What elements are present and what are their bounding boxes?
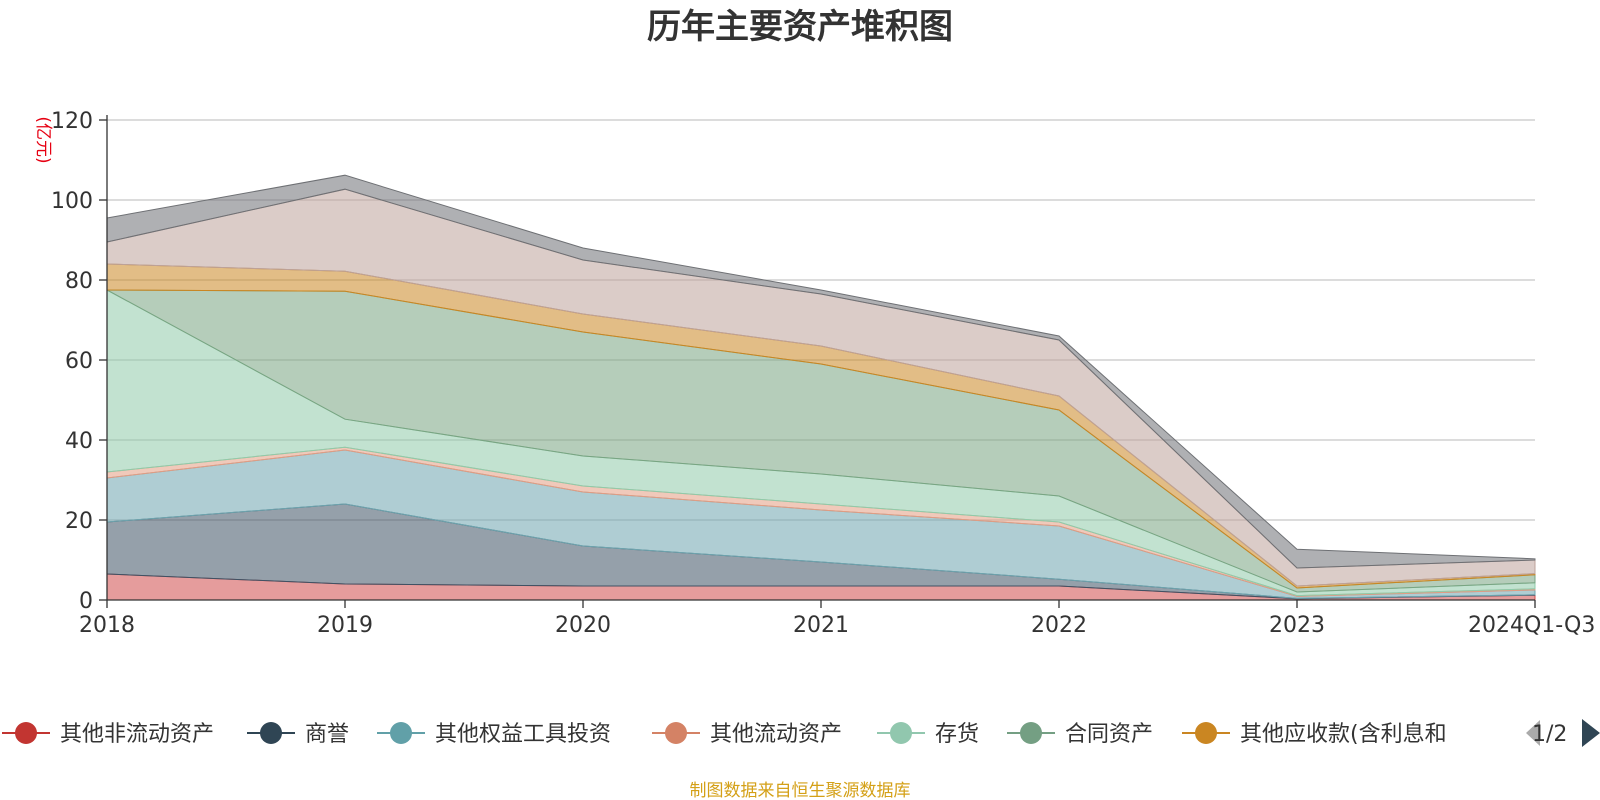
y-tick-label: 80 [65,269,93,294]
legend-item[interactable]: 存货 [877,722,979,747]
legend-item[interactable]: 其他流动资产 [652,722,842,747]
legend-marker-icon [390,722,412,744]
legend-marker-icon [1020,722,1042,744]
legend-marker-icon [665,722,687,744]
legend-prev-page-icon[interactable] [1526,720,1540,746]
y-tick-label: 0 [79,589,93,614]
legend-item[interactable]: 其他应收款(含利息和 [1182,722,1447,747]
legend-marker-icon [1195,722,1217,744]
data-source-note: 制图数据来自恒生聚源数据库 [690,781,911,800]
legend-label: 其他应收款(含利息和 [1240,722,1447,747]
y-tick-label: 120 [51,109,93,134]
y-tick-label: 100 [51,189,93,214]
legend-item[interactable]: 其他权益工具投资 [377,722,611,747]
x-tick-label: 2021 [793,613,849,638]
x-tick-label: 2019 [317,613,373,638]
legend: 其他非流动资产 商誉 其他权益工具投资 其他流动资产 存货 合同资产 其他应收款(含利息和 1… [2,719,1600,747]
legend-label: 其他权益工具投资 [435,722,611,747]
legend-item[interactable]: 合同资产 [1007,722,1153,747]
area-series-货币资金 [106,174,1536,569]
legend-next-page-icon[interactable] [1582,719,1600,747]
legend-label: 合同资产 [1065,722,1153,747]
legend-label: 其他流动资产 [710,722,842,747]
x-tick-label: 2018 [79,613,135,638]
legend-label: 存货 [935,722,979,747]
chart-title: 历年主要资产堆积图 [647,7,953,47]
area-series [106,174,1536,601]
legend-item[interactable]: 其他非流动资产 [2,722,214,747]
legend-page-indicator: 1/2 [1532,722,1567,747]
y-tick-label: 60 [65,349,93,374]
x-tick-label: 2023 [1269,613,1325,638]
x-tick-label: 2022 [1031,613,1087,638]
x-tick-label: 2020 [555,613,611,638]
legend-marker-icon [260,722,282,744]
y-tick-label: 20 [65,509,93,534]
x-tick-label: 2024Q1-Q3 [1468,613,1595,638]
y-tick-label: 40 [65,429,93,454]
legend-marker-icon [890,722,912,744]
legend-label: 商誉 [305,722,349,747]
legend-item[interactable]: 商誉 [247,722,349,747]
legend-marker-icon [15,722,37,744]
axes: 0 20 40 60 80 100 120 2018 2019 2020 2021 2022 2023 2… [51,109,1595,638]
legend-label: 其他非流动资产 [60,722,214,747]
y-axis-unit: (亿元) [33,116,53,163]
